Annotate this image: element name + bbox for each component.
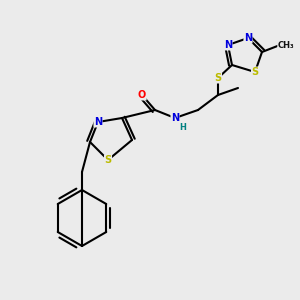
Text: S: S (214, 73, 222, 83)
Text: S: S (104, 155, 112, 165)
Text: CH₃: CH₃ (278, 40, 294, 50)
Text: N: N (244, 33, 252, 43)
Text: H: H (180, 124, 186, 133)
Text: N: N (171, 113, 179, 123)
Text: O: O (138, 90, 146, 100)
Text: N: N (94, 117, 102, 127)
Text: S: S (251, 67, 259, 77)
Text: N: N (224, 40, 232, 50)
